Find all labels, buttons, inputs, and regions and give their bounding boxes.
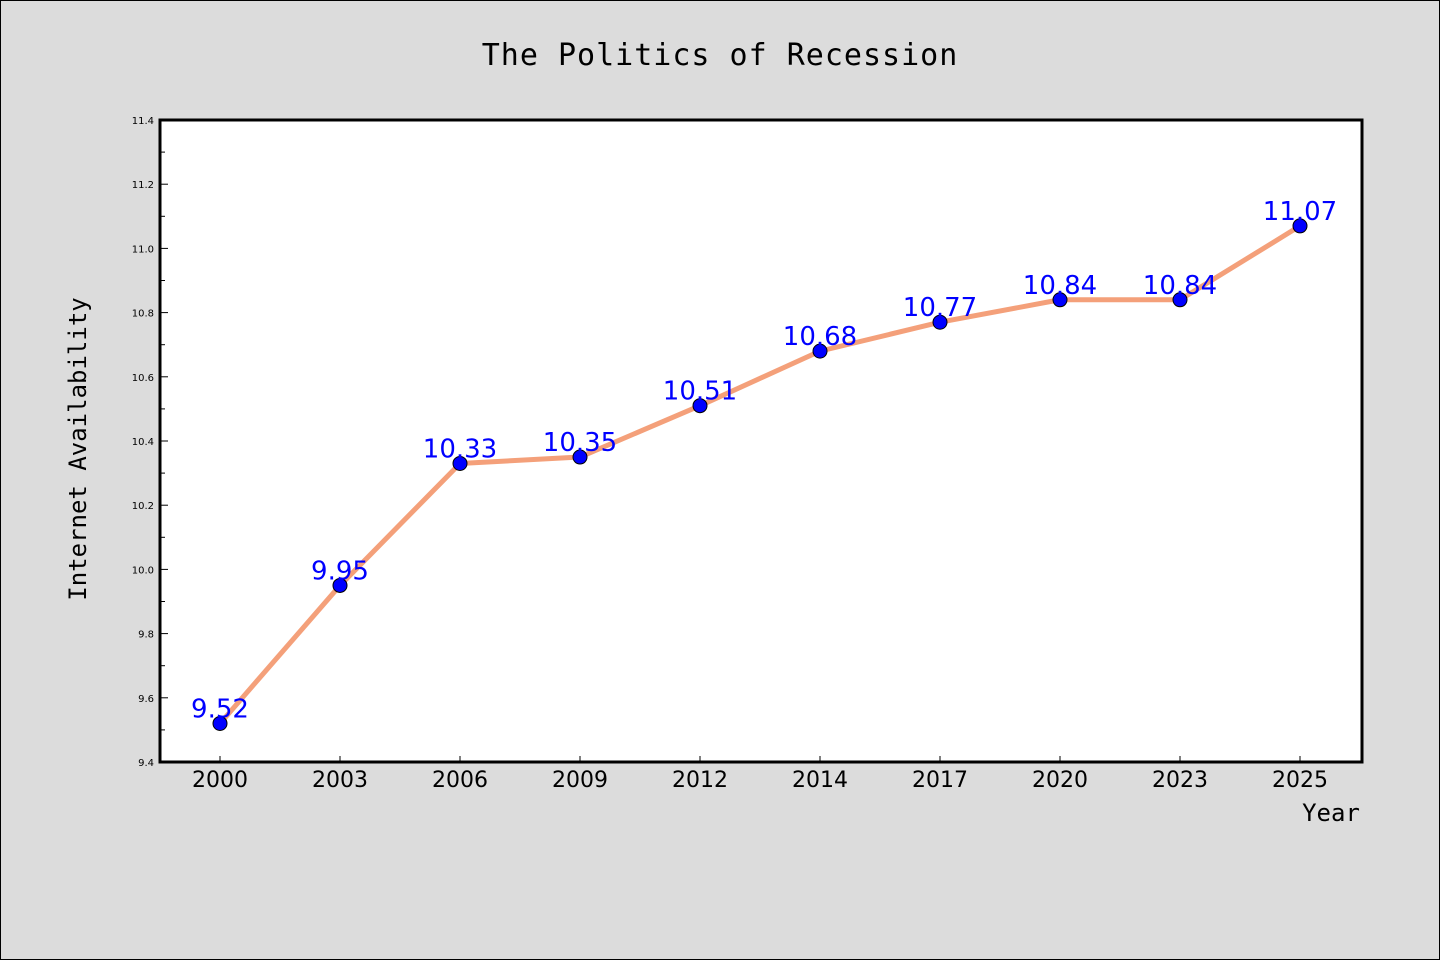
- y-tick-label: 11.2: [132, 180, 154, 191]
- series-line: [217, 223, 1303, 726]
- y-tick-label: 10.2: [132, 501, 154, 512]
- x-tick-label: 2006: [432, 768, 488, 793]
- data-labels: 9.52 9.95 10.33 10.35 10.51 10.68 10.77 10.84 10…: [191, 197, 1337, 725]
- data-label: 9.95: [311, 556, 369, 586]
- y-axis-label: Internet Availability: [64, 297, 92, 600]
- data-label: 10.68: [783, 322, 857, 352]
- x-tick-label: 2017: [912, 768, 968, 793]
- x-tick-label: 2000: [192, 768, 248, 793]
- data-point: [572, 449, 588, 465]
- x-tick-label: 2009: [552, 768, 608, 793]
- data-label: 10.35: [543, 428, 617, 458]
- y-tick-label: 10.4: [132, 437, 154, 448]
- data-point: [812, 343, 828, 359]
- data-label: 11.07: [1263, 197, 1337, 227]
- x-tick-label: 2020: [1032, 768, 1088, 793]
- y-tick-label: 10.8: [132, 309, 154, 320]
- x-axis-label: Year: [1302, 799, 1360, 827]
- chart-title: The Politics of Recession: [482, 38, 959, 73]
- y-tick-label: 11.0: [132, 244, 154, 255]
- data-point: [332, 577, 348, 593]
- data-point: [1052, 292, 1068, 308]
- data-point: [692, 398, 708, 414]
- plot-area: [158, 118, 1364, 764]
- x-tick-label: 2014: [792, 768, 848, 793]
- y-tick-label: 9.8: [138, 630, 154, 641]
- x-tick-label: 2023: [1152, 768, 1208, 793]
- y-tick-label: 11.4: [132, 116, 154, 127]
- y-tick-label: 10.0: [132, 565, 154, 576]
- data-label: 10.77: [903, 293, 977, 323]
- x-axis: 2000 2003 2006 2009 2012 2014 2017 2020 2023 2025: [192, 756, 1328, 793]
- data-label: 10.84: [1143, 271, 1217, 301]
- data-point: [452, 455, 468, 471]
- data-label: 10.84: [1023, 271, 1097, 301]
- y-tick-label: 9.6: [138, 694, 154, 705]
- data-label: 10.33: [423, 434, 497, 464]
- y-tick-label: 10.6: [132, 373, 154, 384]
- data-point: [1292, 218, 1308, 234]
- y-axis: 9.4 9.6 9.8 10.0 10.2 10.4 10.6 10.8 11.0 11.2 11.…: [132, 116, 168, 769]
- x-tick-label: 2003: [312, 768, 368, 793]
- x-tick-label: 2025: [1272, 768, 1328, 793]
- x-tick-label: 2012: [672, 768, 728, 793]
- y-tick-label: 9.4: [138, 758, 154, 769]
- data-point: [212, 715, 228, 731]
- data-point: [932, 314, 948, 330]
- data-point: [1172, 292, 1188, 308]
- series-group: [212, 218, 1308, 731]
- data-label: 10.51: [663, 377, 737, 407]
- data-label: 9.52: [191, 694, 249, 724]
